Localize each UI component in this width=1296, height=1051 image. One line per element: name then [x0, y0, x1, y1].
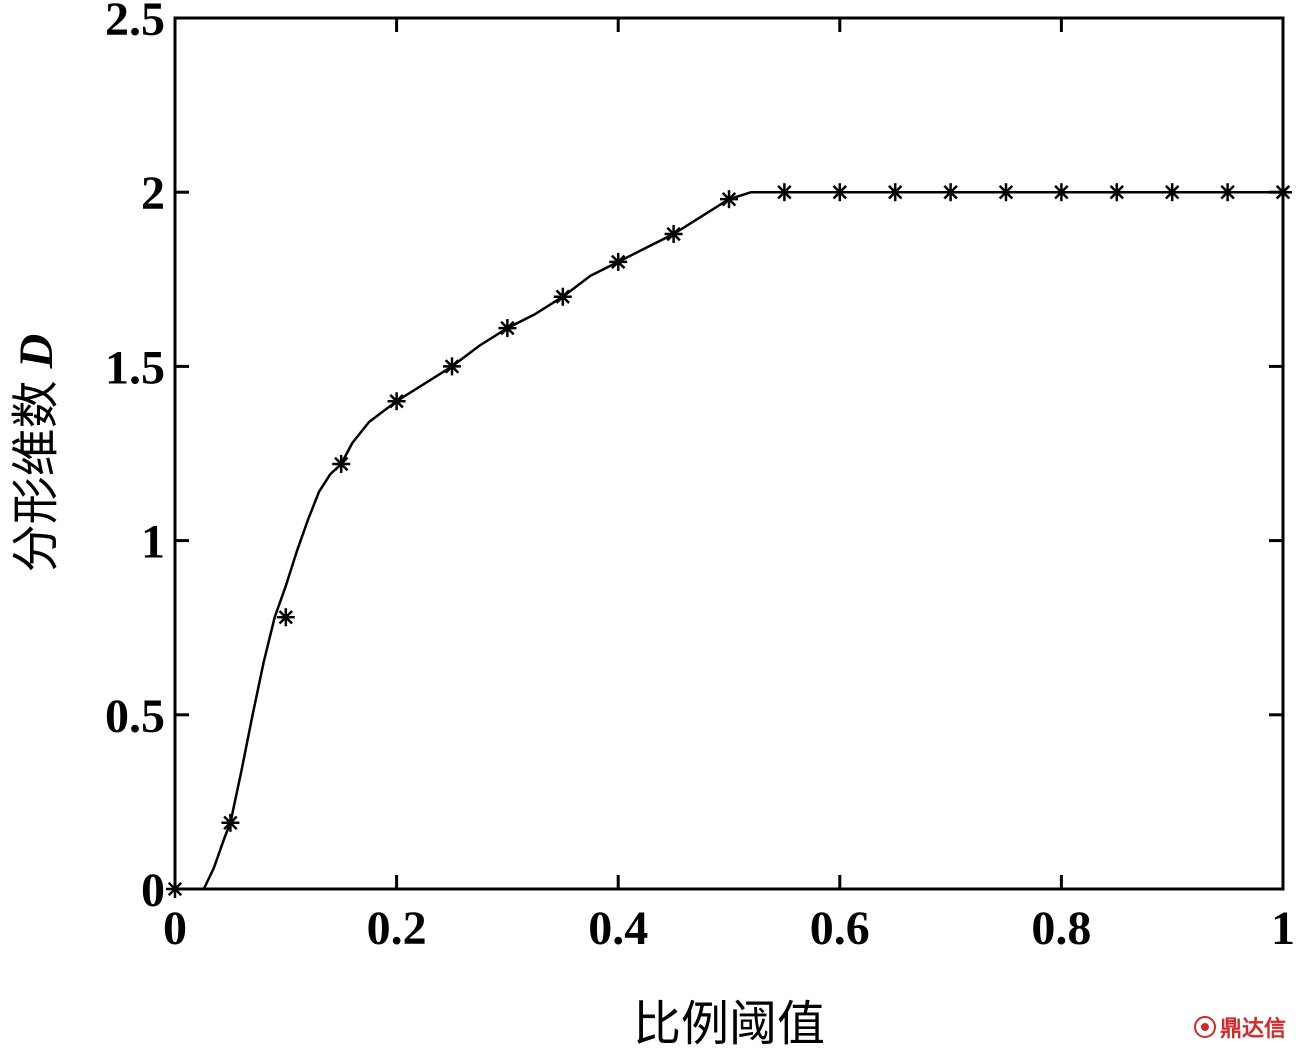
y-tick-label: 0.5	[105, 690, 165, 743]
marker-stroke	[888, 185, 903, 200]
marker-stroke	[1165, 185, 1180, 200]
data-point-marker	[443, 357, 461, 376]
marker-stroke	[1109, 185, 1124, 200]
watermark-text: 鼎达信	[1219, 1017, 1286, 1042]
y-tick-labels: 0 0.5 1 1.5 2 2.5	[105, 0, 165, 917]
x-tick-label: 0	[163, 902, 187, 955]
marker-stroke	[334, 456, 349, 472]
data-point-marker	[1107, 183, 1126, 202]
y-tick-label: 2	[141, 167, 165, 220]
watermark-icon	[1193, 1016, 1216, 1038]
marker-stroke	[223, 815, 238, 830]
data-point-marker	[775, 183, 794, 202]
marker-stroke	[444, 359, 460, 374]
x-tick-labels: 0 0.2 0.4 0.6 0.8 1	[163, 902, 1295, 955]
data-point-marker	[221, 813, 240, 832]
marker-stroke	[943, 185, 958, 200]
data-point-marker	[332, 454, 351, 473]
marker-stroke	[1220, 185, 1235, 200]
marker-stroke	[998, 185, 1014, 200]
y-axis-label: 分形维数 D	[8, 334, 64, 573]
data-point-marker	[1163, 183, 1182, 202]
marker-stroke	[777, 185, 792, 200]
y-axis-label-text: 分形维数	[8, 380, 64, 572]
watermark-logo: 鼎达信	[1193, 1011, 1286, 1043]
x-axis-label: 比例阈值	[633, 996, 825, 1051]
y-tick-label: 2.5	[105, 0, 165, 46]
marker-stroke	[832, 185, 847, 200]
marker-stroke	[611, 254, 626, 270]
y-axis-label-var: D	[10, 334, 63, 370]
y-tick-label: 0	[141, 864, 165, 917]
series-line	[202, 190, 1283, 890]
data-point-marker	[664, 225, 683, 244]
marker-stroke	[389, 394, 404, 409]
data-point-marker	[498, 319, 517, 338]
data-point-marker	[387, 392, 406, 411]
data-point-marker	[609, 252, 628, 271]
x-tick-label: 0.6	[810, 902, 870, 955]
data-point-marker	[553, 287, 572, 306]
axis-ticks	[173, 16, 1285, 891]
y-tick-label: 1.5	[105, 341, 165, 394]
data-point-marker	[166, 880, 184, 898]
x-tick-label: 0.4	[588, 902, 648, 955]
x-tick-label: 1	[1271, 902, 1295, 955]
marker-stroke	[1054, 185, 1069, 200]
data-point-marker	[997, 183, 1015, 202]
marker-stroke	[167, 881, 183, 897]
plot-area-frame	[173, 16, 1285, 891]
y-tick-label: 1	[141, 516, 165, 569]
marker-stroke	[278, 610, 293, 625]
marker-stroke	[666, 226, 681, 242]
x-tick-label: 0.8	[1031, 902, 1091, 955]
data-point-marker	[1218, 183, 1237, 202]
data-point-marker	[1274, 183, 1292, 202]
data-point-marker	[886, 183, 905, 202]
data-point-marker	[276, 608, 295, 627]
marker-stroke	[1275, 185, 1291, 200]
data-point-marker	[830, 183, 849, 202]
data-point-marker	[941, 183, 960, 202]
series-markers	[166, 183, 1292, 898]
marker-stroke	[555, 289, 570, 304]
data-point-marker	[720, 190, 738, 209]
x-tick-label: 0.2	[367, 902, 427, 955]
marker-stroke	[500, 320, 515, 336]
marker-stroke	[721, 191, 737, 207]
data-point-marker	[1052, 183, 1071, 202]
